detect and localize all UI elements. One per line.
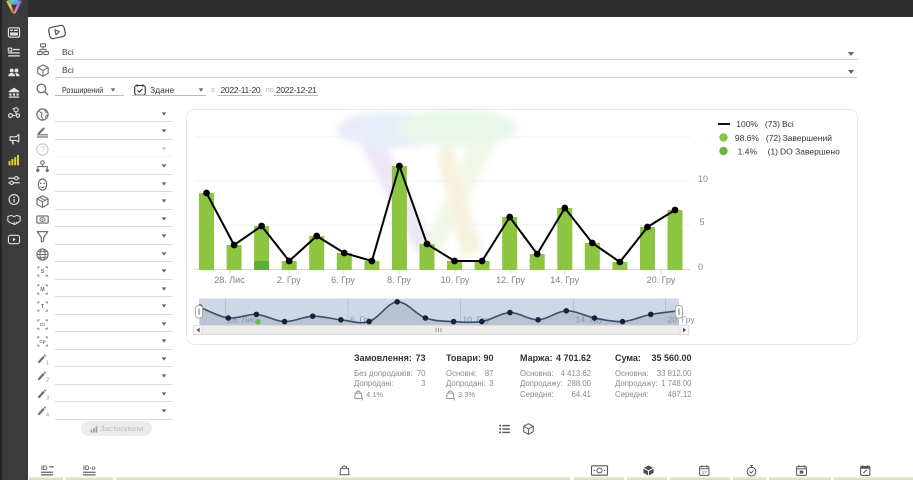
svg-text:20. Гру: 20. Гру [668,315,696,325]
svg-text:Всі: Всі [782,119,794,129]
svg-text:12. Гру: 12. Гру [496,275,525,285]
svg-text:Ct: Ct [40,322,45,327]
svg-text:ID-o: ID-o [83,465,96,472]
svg-text:1.4%: 1.4% [738,147,758,157]
svg-text:10. Гру: 10. Гру [441,275,470,285]
svg-text:14. Гру: 14. Гру [550,275,579,285]
svg-text:1: 1 [46,360,49,366]
svg-text:100%: 100% [736,119,758,129]
svg-text:10: 10 [698,174,708,184]
svg-text:(1): (1) [768,147,779,157]
svg-text:3: 3 [46,395,49,401]
svg-text:6. Гру: 6. Гру [350,315,373,325]
svg-text:S: S [41,269,45,275]
svg-text:4: 4 [46,413,49,419]
svg-text:2. Гру: 2. Гру [277,275,301,285]
svg-text:98.6%: 98.6% [735,133,760,143]
svg-text:Cp: Cp [39,339,45,344]
svg-text:6. Гру: 6. Гру [331,275,355,285]
svg-text:(73): (73) [765,119,780,129]
svg-text:5: 5 [700,217,705,227]
svg-text:M: M [40,287,44,293]
svg-text:x: x [453,396,456,401]
svg-text:0: 0 [698,262,703,272]
svg-text:?: ? [40,145,45,154]
svg-text:8. Гру: 8. Гру [387,275,411,285]
svg-text:28. Лис: 28. Лис [214,275,245,285]
svg-text:(72): (72) [766,133,781,143]
svg-text:20. Гру: 20. Гру [647,275,676,285]
svg-text:2: 2 [46,378,49,384]
svg-text:17: 17 [702,470,707,475]
svg-text:T: T [41,304,45,310]
svg-text:28. Лис: 28. Лис [228,315,258,325]
svg-text:DO Завершено: DO Завершено [780,147,840,157]
svg-text:ID: ID [41,465,48,472]
svg-text:14. Гру: 14. Гру [576,315,604,325]
svg-text:x: x [361,396,364,401]
svg-text:10. Гру: 10. Гру [463,315,491,325]
svg-text:Завершений: Завершений [783,133,833,143]
